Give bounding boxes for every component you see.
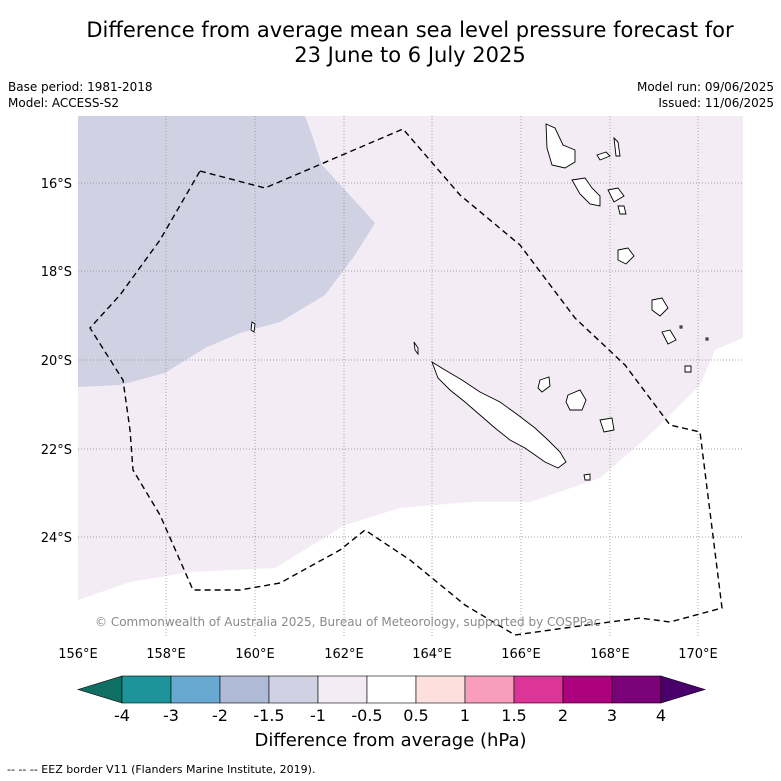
colorbar-segment — [513, 675, 564, 704]
pentecost-island — [607, 187, 625, 203]
lon-label-158e: 158°E — [146, 647, 186, 662]
lat-label-22s: 22°S — [41, 443, 72, 458]
colorbar-segment — [464, 675, 515, 704]
colorbar-tick: -4 — [114, 706, 130, 725]
aneityum-island — [684, 365, 692, 373]
colorbar-tick: -1.5 — [253, 706, 284, 725]
espiritu-santo — [545, 123, 576, 169]
issued-date: Issued: 11/06/2025 — [658, 96, 774, 110]
colorbar-tick: 3 — [607, 706, 617, 725]
colorbar-label: Difference from average (hPa) — [254, 730, 527, 751]
epi-island — [617, 205, 627, 215]
maewo-island — [613, 136, 621, 157]
lifou-island — [565, 389, 587, 411]
lat-label-24s: 24°S — [41, 531, 72, 546]
isle-of-pines — [583, 473, 591, 481]
colorbar-tick: 0.5 — [403, 706, 428, 725]
ambae-island — [596, 151, 611, 161]
new-caledonia — [431, 360, 567, 469]
lat-labels: 16°S 18°S 20°S 22°S 24°S — [41, 177, 72, 546]
colorbar-segment — [268, 675, 319, 704]
colorbar-segment — [121, 675, 172, 704]
colorbar-segment — [562, 675, 613, 704]
colorbar-max-extension — [660, 675, 707, 704]
lon-label-164e: 164°E — [412, 647, 452, 662]
malakula — [571, 177, 601, 207]
belep-islands — [413, 341, 419, 356]
anomaly-region-neutral — [78, 338, 743, 636]
lon-label-166e: 166°E — [501, 647, 541, 662]
ouvea-island — [537, 376, 551, 393]
copyright-notice: © Commonwealth of Australia 2025, Bureau… — [95, 615, 600, 629]
title-line-1: Difference from average mean sea level p… — [86, 18, 734, 42]
colorbar-ticks: -4 -3 -2 -1.5 -1 -0.5 0.5 1 1.5 2 3 4 — [114, 706, 666, 725]
lon-labels: 156°E 158°E 160°E 162°E 164°E 166°E 168°… — [58, 647, 718, 662]
erromango-island — [651, 297, 669, 317]
land-masses — [250, 123, 709, 481]
colorbar-segment — [366, 675, 417, 704]
colorbar-tick: -3 — [163, 706, 179, 725]
lat-label-18s: 18°S — [41, 265, 72, 280]
lon-label-162e: 162°E — [324, 647, 364, 662]
mare-island — [599, 417, 615, 433]
small-islet-2 — [705, 337, 709, 341]
lon-label-156e: 156°E — [58, 647, 98, 662]
lat-label-16s: 16°S — [41, 177, 72, 192]
colorbar-segment — [317, 675, 368, 704]
lon-label-160e: 160°E — [235, 647, 275, 662]
small-islet-1 — [679, 325, 683, 329]
model-run: Model run: 09/06/2025 — [636, 80, 774, 94]
title-line-2: 23 June to 6 July 2025 — [294, 43, 526, 67]
anomaly-region-negative — [78, 116, 375, 387]
colorbar-segment — [415, 675, 466, 704]
chesterfield-reef — [250, 321, 256, 333]
colorbar-tick: 4 — [656, 706, 666, 725]
colorbar — [76, 675, 707, 704]
lon-label-168e: 168°E — [590, 647, 630, 662]
map-title: Difference from average mean sea level p… — [40, 18, 780, 68]
colorbar-segment — [170, 675, 221, 704]
lon-label-170e: 170°E — [678, 647, 718, 662]
colorbar-tick: -0.5 — [351, 706, 382, 725]
colorbar-segment — [611, 675, 662, 704]
meta-left: Base period: 1981-2018 Model: ACCESS-S2 — [8, 79, 153, 111]
efate-island — [617, 247, 635, 265]
tanna-island — [661, 329, 677, 345]
eez-legend: -- -- -- EEZ border V11 (Flanders Marine… — [7, 763, 316, 776]
colorbar-tick: 1 — [460, 706, 470, 725]
lat-label-20s: 20°S — [41, 354, 72, 369]
eez-border — [89, 128, 723, 636]
model-name: Model: ACCESS-S2 — [8, 96, 120, 110]
colorbar-tick: -1 — [310, 706, 326, 725]
meta-right: Model run: 09/06/2025 Issued: 11/06/2025 — [637, 79, 774, 111]
colorbar-tick: -2 — [212, 706, 228, 725]
colorbar-tick: 2 — [558, 706, 568, 725]
base-period: Base period: 1981-2018 — [8, 80, 153, 94]
colorbar-segment — [219, 675, 270, 704]
colorbar-tick: 1.5 — [501, 706, 526, 725]
colorbar-min-extension — [76, 675, 123, 704]
